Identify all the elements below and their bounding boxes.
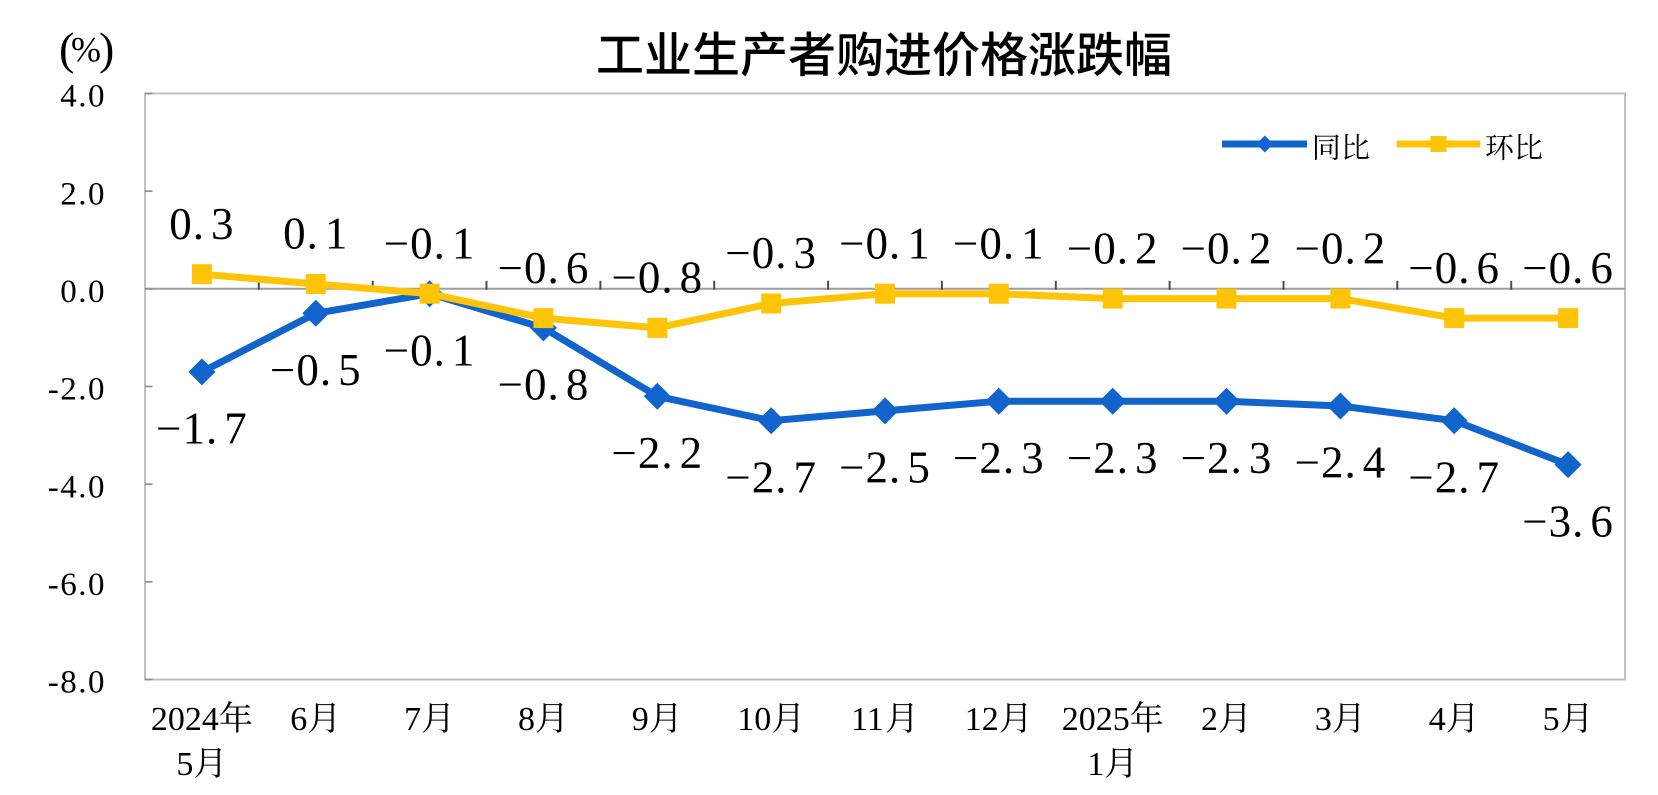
svg-text:0.1: 0. 1	[283, 209, 348, 259]
svg-text:-8.0: -8.0	[48, 665, 106, 701]
svg-text:10: 10	[737, 701, 771, 738]
svg-text:0.3: 0. 3	[169, 199, 234, 249]
svg-text:−2.3: −2. 3	[953, 433, 1045, 483]
svg-text:3: 3	[1315, 701, 1332, 738]
svg-text:12: 12	[965, 701, 999, 738]
svg-text:−2.5: −2. 5	[839, 443, 931, 493]
svg-text:−2.3: −2. 3	[1067, 433, 1159, 483]
svg-text:1: 1	[1087, 746, 1104, 783]
svg-text:−0.5: −0. 5	[270, 345, 362, 395]
svg-text:−0.2: −0. 2	[1067, 223, 1159, 273]
svg-text:−0.2: −0. 2	[1181, 223, 1273, 273]
svg-text:−0.3: −0. 3	[725, 228, 817, 278]
svg-text:0.0: 0.0	[60, 274, 106, 310]
svg-text:−2.4: −2. 4	[1295, 438, 1387, 488]
svg-text:2: 2	[1201, 701, 1218, 738]
svg-text:2.0: 2.0	[60, 176, 106, 212]
svg-text:−3.6: −3. 6	[1522, 496, 1614, 546]
svg-text:(: (	[59, 23, 74, 74]
svg-text:−2.7: −2. 7	[1408, 452, 1500, 502]
svg-text:−0.1: −0. 1	[839, 218, 931, 268]
svg-text:8: 8	[518, 701, 535, 738]
svg-text:−0.6: −0. 6	[1408, 243, 1500, 293]
svg-text:−2.2: −2. 2	[611, 428, 703, 478]
svg-text:−2.7: −2. 7	[725, 452, 817, 502]
svg-text:−0.1: −0. 1	[384, 218, 476, 268]
svg-text:−1.7: −1. 7	[156, 404, 248, 454]
svg-text:6: 6	[290, 701, 307, 738]
svg-text:5: 5	[1543, 701, 1560, 738]
svg-text:2024: 2024	[151, 701, 219, 738]
svg-text:): )	[99, 23, 114, 74]
svg-text:−0.8: −0. 8	[498, 360, 590, 410]
svg-text:−0.6: −0. 6	[498, 243, 590, 293]
svg-text:5: 5	[176, 746, 193, 783]
svg-text:2025: 2025	[1062, 701, 1130, 738]
svg-text:-6.0: -6.0	[48, 567, 106, 603]
svg-text:%: %	[71, 30, 101, 70]
svg-text:−0.1: −0. 1	[953, 218, 1045, 268]
svg-text:-2.0: -2.0	[48, 372, 106, 408]
svg-text:4.0: 4.0	[60, 79, 106, 115]
svg-text:-4.0: -4.0	[48, 469, 106, 505]
svg-text:4: 4	[1429, 701, 1446, 738]
svg-text:−2.3: −2. 3	[1181, 433, 1273, 483]
svg-text:11: 11	[851, 701, 884, 738]
svg-text:−0.8: −0. 8	[611, 253, 703, 303]
svg-text:9: 9	[632, 701, 649, 738]
svg-text:−0.6: −0. 6	[1522, 243, 1614, 293]
svg-text:−0.2: −0. 2	[1295, 223, 1387, 273]
svg-text:−0.1: −0. 1	[384, 325, 476, 375]
svg-text:7: 7	[404, 701, 421, 738]
